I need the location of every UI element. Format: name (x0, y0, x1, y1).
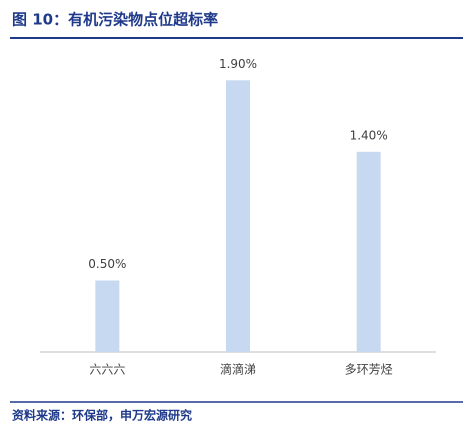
bar (226, 80, 250, 353)
x-tick-label: 六六六 (89, 363, 125, 377)
chart-title: 图 10：有机污染物点位超标率 (12, 11, 218, 29)
source: 资料来源：环保部，申万宏源研究 (12, 408, 192, 423)
x-tick-label: 滴滴涕 (220, 362, 256, 377)
bar (356, 151, 381, 352)
bar (95, 280, 120, 352)
x-tick-label: 多环芳烃 (345, 363, 393, 377)
value-label: 1.90% (219, 57, 257, 71)
value-label: 0.50% (88, 257, 126, 271)
value-label: 1.40% (350, 128, 388, 142)
